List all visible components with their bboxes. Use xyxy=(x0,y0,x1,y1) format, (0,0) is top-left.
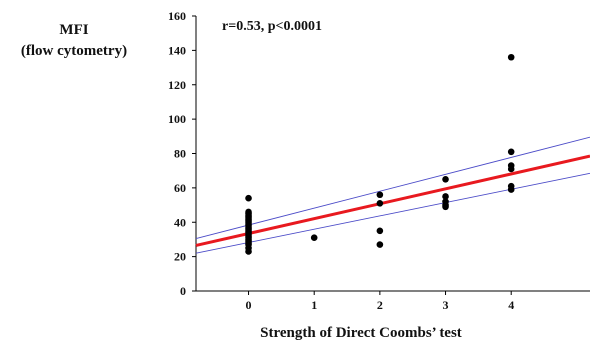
data-point xyxy=(376,200,384,207)
data-point xyxy=(442,203,449,211)
y-axis-label-line-2: (flow cytometry) xyxy=(20,43,128,59)
data-point xyxy=(507,148,515,156)
y-tick-label: 140 xyxy=(168,43,186,57)
y-tick-label: 120 xyxy=(168,78,186,92)
data-point xyxy=(442,193,449,200)
data-point xyxy=(442,175,449,183)
x-tick-label: 3 xyxy=(443,298,449,312)
regression-line-group xyxy=(195,154,590,247)
data-point xyxy=(376,191,384,199)
x-tick-label: 0 xyxy=(246,298,252,312)
confidence-lower-line xyxy=(195,172,590,254)
data-point xyxy=(376,227,384,235)
correlation-annotation: r=0.53, p<0.0001 xyxy=(222,19,322,34)
data-point xyxy=(507,186,515,193)
data-point xyxy=(507,165,515,173)
data-point xyxy=(245,248,252,255)
y-axis-label-line-1: MFI xyxy=(59,22,89,38)
data-point xyxy=(507,53,515,61)
y-tick-label: 100 xyxy=(168,112,186,126)
y-tick-label: 40 xyxy=(174,215,186,229)
confidence-bands xyxy=(195,136,590,254)
y-tick-label: 20 xyxy=(174,250,186,264)
confidence-upper-line xyxy=(195,136,590,240)
axes xyxy=(192,15,590,295)
data-points xyxy=(245,53,515,255)
y-tick-label: 160 xyxy=(168,9,186,23)
data-point xyxy=(376,241,384,248)
x-tick-label: 2 xyxy=(377,298,383,312)
tick-labels: 0 20 40 60 80 100 120 140 160 0 1 2 3 4 xyxy=(168,9,514,312)
y-tick-label: 60 xyxy=(174,181,186,195)
data-point xyxy=(245,194,252,202)
x-tick-label: 4 xyxy=(508,298,514,312)
x-axis-label: Strength of Direct Coombs’ test xyxy=(260,325,462,341)
regression-line xyxy=(195,154,590,247)
y-axis-label: MFI (flow cytometry) xyxy=(4,20,144,62)
y-tick-label: 0 xyxy=(180,284,186,298)
x-tick-label: 1 xyxy=(311,298,317,312)
data-point xyxy=(310,234,318,242)
y-tick-label: 80 xyxy=(174,147,186,161)
